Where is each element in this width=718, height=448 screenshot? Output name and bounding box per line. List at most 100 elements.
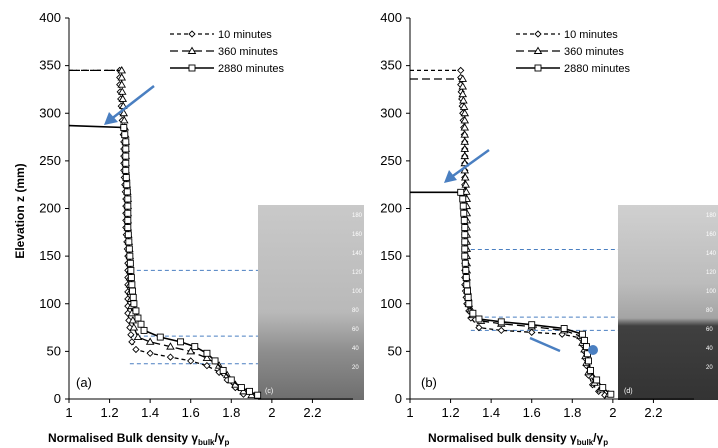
data-point (587, 366, 594, 374)
data-point (117, 65, 127, 74)
series-3 (68, 124, 262, 399)
data-point (460, 209, 468, 217)
x-tick-label: 1 (65, 405, 72, 420)
data-point (117, 87, 127, 95)
data-point (128, 281, 136, 289)
x-tick-label: 2.2 (303, 405, 321, 420)
legend-label: 360 minutes (564, 46, 624, 58)
x-axis-title: Normalised bulk density γbulk/γp (428, 431, 608, 447)
data-point (125, 238, 133, 246)
photo-tick-label: 180 (352, 213, 363, 219)
data-point (127, 331, 135, 339)
series-3 (410, 188, 615, 398)
y-tick-label: 50 (388, 343, 402, 358)
y-tick-label: 400 (39, 10, 61, 25)
x-tick-label: 1.2 (101, 405, 119, 420)
data-point (458, 74, 468, 82)
series-line (68, 124, 259, 396)
series-line (410, 69, 606, 396)
data-point (126, 259, 134, 267)
data-point (460, 144, 470, 152)
data-point (125, 245, 133, 253)
data-point (117, 73, 127, 81)
data-point (458, 89, 468, 98)
x-tick-label: 1.8 (222, 405, 240, 420)
data-point (460, 216, 468, 224)
legend-label: 2880 minutes (564, 63, 631, 75)
y-tick-label: 300 (380, 105, 402, 120)
data-point (246, 387, 253, 395)
data-point (187, 46, 197, 54)
data-point (461, 180, 471, 188)
photo-tick-label: 160 (352, 232, 363, 238)
data-point (462, 274, 470, 282)
y-tick-label: 250 (380, 153, 402, 168)
legend: 10 minutes 360 minutes 2880 minutes (516, 29, 631, 75)
data-point (534, 64, 542, 72)
data-point (123, 181, 131, 189)
photo-tick-label: 120 (706, 270, 717, 276)
data-point (187, 357, 195, 365)
data-point (585, 357, 592, 365)
data-point (127, 274, 135, 282)
y-tick-label: 150 (380, 248, 402, 263)
data-point (460, 173, 470, 181)
photo-tick-label: 80 (706, 308, 713, 314)
y-tick-label: 100 (380, 296, 402, 311)
x-tick-label: 1.2 (442, 405, 460, 420)
data-point (460, 130, 470, 138)
panel-a: (c) 20 40 60 80 100 120 140 160 180 0 50 100 150 200… (13, 10, 364, 447)
data-point (578, 330, 586, 338)
photo-tick-label: 140 (706, 251, 717, 257)
data-point (127, 266, 135, 274)
data-point (460, 158, 470, 167)
data-point (458, 82, 468, 90)
data-point (460, 116, 470, 124)
data-point (461, 224, 469, 232)
data-point (130, 300, 138, 308)
data-point (119, 116, 129, 124)
data-point (145, 337, 155, 345)
data-point (123, 188, 131, 196)
data-point (593, 376, 601, 384)
photo-tick-label: 20 (706, 365, 713, 371)
data-point (117, 80, 127, 88)
x-tick-label: 2 (609, 405, 616, 420)
series-line (69, 69, 244, 395)
arrow-annotation (104, 85, 155, 125)
data-point (202, 353, 212, 361)
data-point (124, 216, 132, 224)
data-point (237, 384, 245, 392)
data-point (156, 333, 164, 341)
y-tick-label: 0 (395, 391, 402, 406)
y-tick-label: 0 (54, 391, 61, 406)
x-tick-label: 1.4 (482, 405, 500, 420)
photo-tick-label: 80 (352, 308, 359, 314)
data-point (461, 245, 469, 253)
data-point (497, 326, 505, 335)
data-point (459, 195, 467, 203)
data-point (188, 30, 196, 38)
data-point (528, 328, 536, 336)
data-point (191, 343, 199, 351)
series-layer (410, 66, 615, 399)
x-tick-label: 1.4 (141, 405, 159, 420)
data-point (203, 362, 211, 370)
data-point (203, 349, 211, 357)
x-tick-label: 1.6 (182, 405, 200, 420)
photo-tick-label: 140 (352, 251, 363, 257)
data-point (177, 338, 185, 346)
sample-photo-c: (c) 20 40 60 80 100 120 140 160 180 (258, 205, 364, 400)
data-point (146, 349, 154, 357)
series-2 (410, 74, 614, 398)
data-point (461, 259, 469, 267)
sample-photo-d: (d) 20 40 60 80 100 120 140 160 180 (618, 205, 718, 400)
data-point (227, 376, 235, 384)
x-tick-label: 1.6 (523, 405, 541, 420)
series-line (69, 69, 252, 396)
data-point (129, 293, 137, 301)
panel-label: (b) (421, 375, 437, 390)
data-point (459, 96, 468, 104)
y-tick-label: 100 (39, 296, 61, 311)
data-point (459, 102, 469, 110)
